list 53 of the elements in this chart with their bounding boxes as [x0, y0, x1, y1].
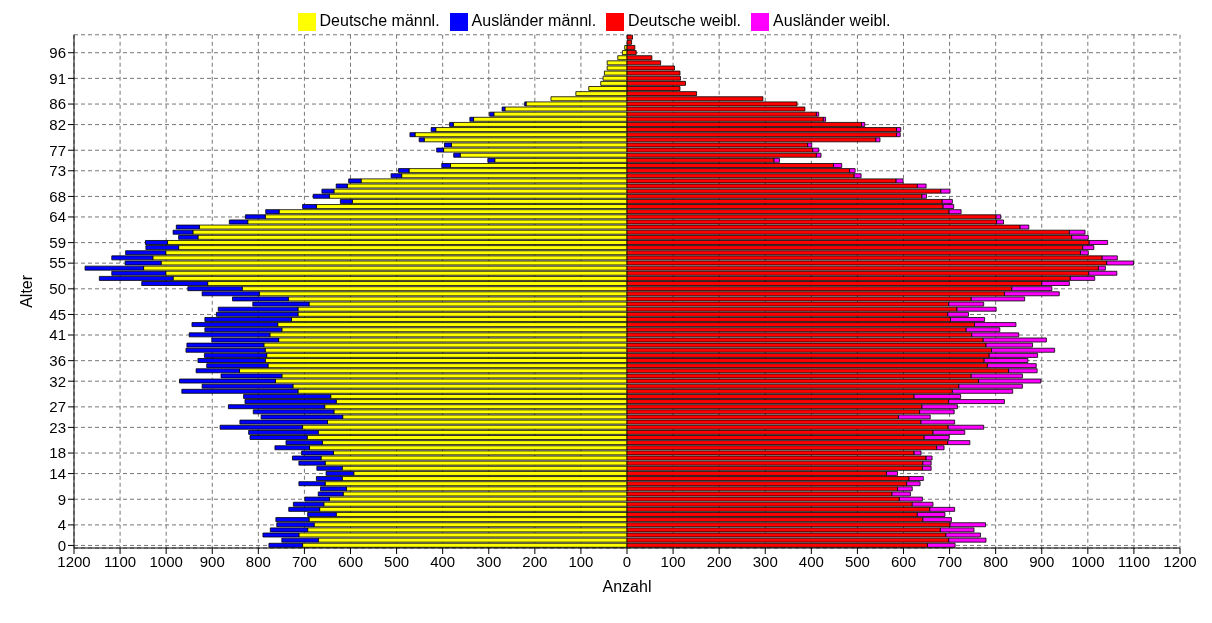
y-tick-label: 82	[49, 115, 66, 133]
y-tick-label: 64	[49, 208, 66, 226]
x-tick-label: 0	[622, 552, 632, 570]
y-tick-label: 96	[49, 44, 66, 62]
x-tick-label: 900	[1029, 552, 1055, 570]
y-tick-label: 36	[49, 351, 66, 369]
x-tick-label: 400	[798, 552, 824, 570]
x-tick-label: 900	[199, 552, 225, 570]
x-tick-label: 700	[937, 552, 963, 570]
y-tick-label: 32	[49, 372, 66, 390]
y-tick-label: 9	[57, 490, 66, 508]
legend-label: Ausländer weibl.	[773, 12, 891, 29]
x-tick-label: 700	[291, 552, 317, 570]
y-tick-label: 41	[49, 326, 66, 344]
legend-label: Ausländer männl.	[471, 12, 597, 29]
x-tick-label: 500	[384, 552, 410, 570]
y-tick-label: 91	[49, 69, 66, 87]
x-tick-label: 600	[337, 552, 364, 570]
y-tick-label: 0	[57, 536, 66, 554]
x-tick-label: 300	[476, 552, 502, 570]
y-tick-label: 4	[57, 516, 66, 534]
y-tick-label: 73	[49, 162, 66, 180]
x-tick-label: 1000	[149, 552, 183, 570]
x-tick-label: 1200	[57, 552, 91, 570]
x-tick-label: 200	[522, 552, 548, 570]
y-axis-title: Alter	[17, 274, 35, 308]
x-tick-label: 1100	[1117, 552, 1151, 570]
y-tick-label: 77	[49, 141, 66, 159]
y-tick-label: 68	[49, 187, 66, 205]
y-tick-label: 59	[49, 233, 66, 251]
x-axis-title: Anzahl	[602, 578, 652, 595]
x-tick-label: 1000	[1071, 552, 1105, 570]
y-tick-label: 55	[49, 254, 66, 272]
x-tick-label: 600	[890, 552, 917, 570]
x-tick-label: 100	[660, 552, 686, 570]
x-tick-label: 800	[983, 552, 1009, 570]
legend-label: Deutsche weibl.	[628, 12, 742, 29]
x-tick-label: 300	[752, 552, 778, 570]
y-tick-label: 86	[49, 95, 66, 113]
y-tick-label: 27	[49, 398, 66, 416]
y-tick-label: 14	[49, 464, 66, 482]
x-tick-label: 500	[844, 552, 870, 570]
y-tick-label: 45	[49, 305, 66, 323]
x-tick-label: 1100	[103, 552, 137, 570]
x-tick-label: 1200	[1163, 552, 1197, 570]
y-tick-label: 50	[49, 280, 66, 298]
legend-label: Deutsche männl.	[319, 12, 440, 29]
x-tick-label: 100	[568, 552, 594, 570]
x-tick-label: 800	[245, 552, 271, 570]
y-tick-label: 18	[49, 444, 66, 462]
y-tick-label: 23	[49, 418, 66, 436]
x-tick-label: 400	[430, 552, 456, 570]
x-tick-label: 200	[706, 552, 732, 570]
